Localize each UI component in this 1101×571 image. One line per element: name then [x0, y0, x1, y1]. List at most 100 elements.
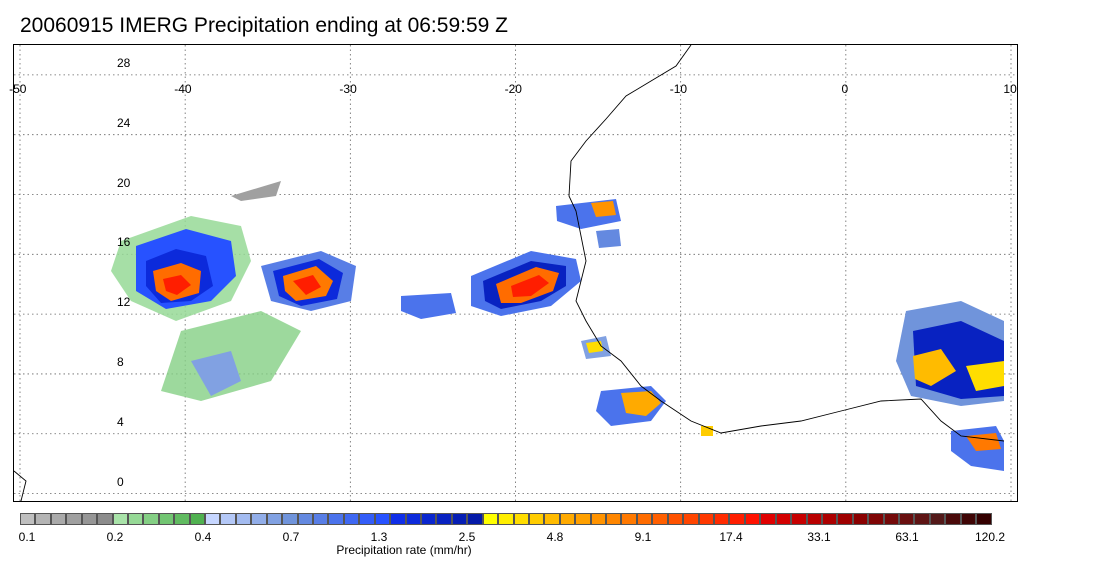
colorbar-swatch — [929, 513, 946, 525]
colorbar-swatch — [544, 513, 560, 525]
map-frame — [13, 44, 1018, 502]
lon-label: -30 — [339, 82, 357, 96]
colorbar-tick: 33.1 — [807, 530, 831, 544]
lon-label: 0 — [841, 82, 849, 96]
colorbar-swatch — [775, 513, 792, 525]
colorbar-swatch — [451, 513, 468, 525]
colorbar-swatch — [960, 513, 977, 525]
colorbar-swatch — [852, 513, 869, 525]
colorbar-swatch — [621, 513, 637, 525]
lon-label: -10 — [669, 82, 688, 96]
colorbar-tick: 0.2 — [106, 530, 124, 544]
lon-label: -40 — [174, 82, 192, 96]
colorbar-swatch — [575, 513, 591, 525]
colorbar-swatch — [127, 513, 144, 525]
colorbar-tick: 0.4 — [194, 530, 212, 544]
colorbar-swatch — [806, 513, 822, 525]
colorbar — [20, 513, 992, 525]
colorbar-swatch — [914, 513, 930, 525]
lat-label: 28 — [117, 55, 131, 70]
lat-label: 0 — [117, 474, 124, 489]
colorbar-swatch — [899, 513, 915, 525]
colorbar-swatch — [343, 513, 360, 525]
precip-field-center-west — [261, 251, 456, 319]
colorbar-swatch — [174, 513, 190, 525]
colorbar-swatch — [436, 513, 452, 525]
colorbar-swatch — [81, 513, 98, 525]
colorbar-swatch — [220, 513, 236, 525]
colorbar-swatch — [498, 513, 514, 525]
colorbar-swatch — [667, 513, 684, 525]
colorbar-swatch — [50, 513, 67, 525]
colorbar-swatch — [66, 513, 82, 525]
colorbar-tick: 120.2 — [974, 530, 1006, 544]
colorbar-swatch — [945, 513, 961, 525]
colorbar-swatch — [683, 513, 699, 525]
colorbar-swatch — [390, 513, 406, 525]
colorbar-swatch — [482, 513, 499, 525]
colorbar-swatch — [158, 513, 175, 525]
colorbar-swatch — [97, 513, 113, 525]
precip-field-center — [471, 199, 621, 316]
colorbar-swatch — [20, 513, 36, 525]
colorbar-swatch — [760, 513, 776, 525]
colorbar-swatch — [328, 513, 344, 525]
colorbar-swatch — [420, 513, 437, 525]
colorbar-swatch — [606, 513, 622, 525]
precip-field-west — [111, 181, 301, 401]
colorbar-swatch — [559, 513, 576, 525]
precipitation-map — [14, 45, 1017, 501]
colorbar-swatch — [467, 513, 483, 525]
colorbar-tick: 0.1 — [18, 530, 36, 544]
colorbar-swatch — [112, 513, 128, 525]
colorbar-tick: 9.1 — [634, 530, 652, 544]
colorbar-swatch — [513, 513, 529, 525]
colorbar-swatch — [976, 513, 992, 525]
lat-label: 12 — [117, 295, 131, 310]
colorbar-swatch — [713, 513, 730, 525]
colorbar-swatch — [636, 513, 653, 525]
colorbar-swatch — [205, 513, 221, 525]
coastline — [14, 45, 1005, 501]
lat-label: 16 — [117, 235, 131, 250]
precip-field-coast — [581, 336, 713, 436]
colorbar-swatch — [698, 513, 714, 525]
colorbar-swatch — [235, 513, 252, 525]
lon-label: -20 — [504, 82, 522, 96]
colorbar-tick: 17.4 — [719, 530, 743, 544]
colorbar-swatch — [868, 513, 884, 525]
colorbar-swatch — [374, 513, 391, 525]
lon-label: 10 — [1003, 82, 1017, 96]
colorbar-swatch — [590, 513, 607, 525]
colorbar-tick: 0.7 — [282, 530, 300, 544]
lat-label: 8 — [117, 354, 124, 369]
colorbar-swatch — [297, 513, 314, 525]
colorbar-swatch — [189, 513, 206, 525]
colorbar-swatch — [652, 513, 668, 525]
lat-label: 24 — [117, 115, 131, 130]
lon-label: -50 — [9, 82, 27, 96]
colorbar-swatch — [837, 513, 853, 525]
colorbar-swatch — [266, 513, 283, 525]
colorbar-swatch — [821, 513, 838, 525]
colorbar-swatch — [143, 513, 159, 525]
colorbar-tick: 63.1 — [895, 530, 919, 544]
colorbar-swatch — [791, 513, 807, 525]
colorbar-tick: 1.3 — [370, 530, 388, 544]
lat-label: 4 — [117, 414, 124, 429]
colorbar-tick: 2.5 — [458, 530, 476, 544]
colorbar-units: Precipitation rate (mm/hr) — [336, 543, 472, 557]
colorbar-swatch — [313, 513, 329, 525]
precip-field-east — [896, 301, 1004, 471]
colorbar-swatch — [528, 513, 545, 525]
colorbar-swatch — [729, 513, 745, 525]
map-title: 20060915 IMERG Precipitation ending at 0… — [20, 14, 508, 37]
colorbar-swatch — [883, 513, 900, 525]
colorbar-swatch — [282, 513, 298, 525]
colorbar-swatch — [405, 513, 421, 525]
lat-label: 20 — [117, 175, 131, 190]
colorbar-swatch — [744, 513, 761, 525]
colorbar-swatch — [251, 513, 267, 525]
colorbar-swatch — [35, 513, 51, 525]
colorbar-tick: 4.8 — [546, 530, 564, 544]
